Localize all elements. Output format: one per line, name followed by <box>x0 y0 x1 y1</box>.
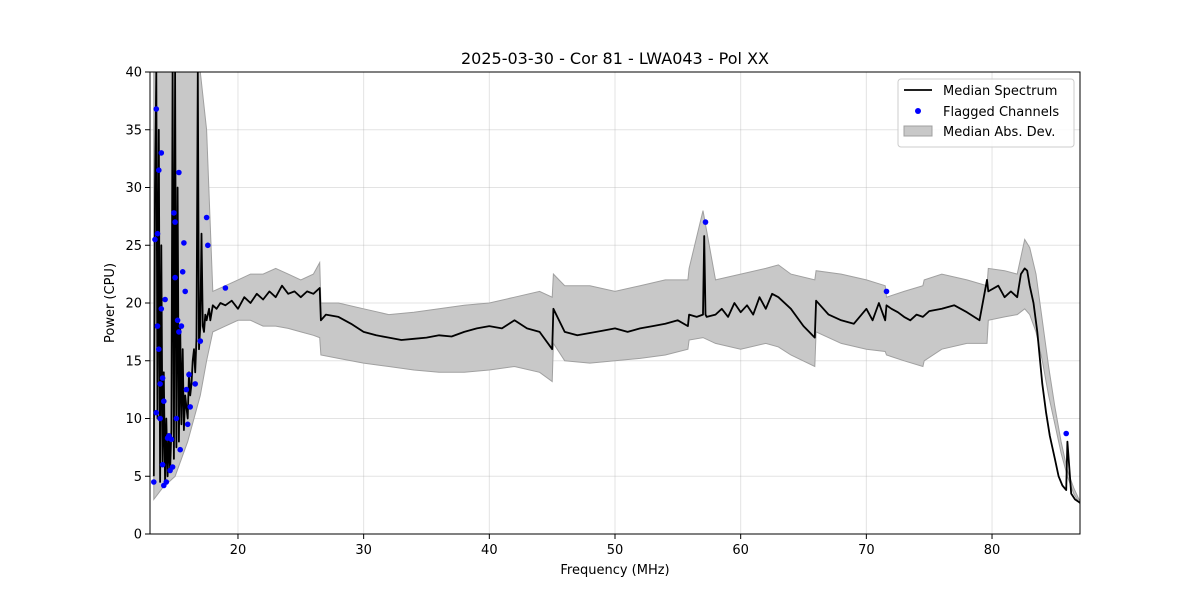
flagged-point <box>163 479 170 485</box>
legend-flagged-label: Flagged Channels <box>943 105 1059 120</box>
legend-band-label: Median Abs. Dev. <box>943 125 1055 140</box>
flagged-point <box>197 338 204 344</box>
flagged-point <box>169 464 176 470</box>
flagged-point <box>172 219 178 225</box>
flagged-point <box>153 409 160 416</box>
x-tick-label: 20 <box>230 543 247 558</box>
legend: Median Spectrum Flagged Channels Median … <box>897 78 1075 148</box>
flagged-point <box>172 274 178 281</box>
legend-band-swatch <box>903 125 933 137</box>
flagged-point <box>174 317 181 324</box>
flagged-point <box>171 210 177 216</box>
flagged-point <box>162 296 168 303</box>
y-tick-label: 40 <box>125 66 142 81</box>
flagged-point <box>176 329 182 335</box>
flagged-points <box>151 106 1069 489</box>
y-tick-label: 10 <box>125 412 142 427</box>
flagged-point <box>187 404 193 410</box>
flagged-point <box>152 236 158 243</box>
flagged-point <box>158 150 165 156</box>
chart-title: 2025-03-30 - Cor 81 - LWA043 - Pol XX <box>461 49 769 68</box>
flagged-point <box>183 386 190 393</box>
flagged-point <box>883 288 890 295</box>
flagged-point <box>178 323 185 329</box>
flagged-point <box>176 169 182 176</box>
flagged-point <box>702 219 709 225</box>
flagged-point <box>154 230 161 237</box>
y-tick-label: 20 <box>125 297 142 312</box>
flagged-point <box>156 167 162 173</box>
legend-box <box>897 78 1075 148</box>
flagged-point <box>203 214 210 221</box>
x-tick-label: 70 <box>858 543 875 558</box>
flagged-point <box>156 346 162 353</box>
y-tick-label: 15 <box>125 354 142 369</box>
x-axis: 20 30 40 50 60 70 80 <box>230 534 1001 558</box>
y-tick-label: 30 <box>125 181 142 196</box>
y-tick-label: 0 <box>134 528 142 543</box>
x-tick-label: 50 <box>607 543 624 558</box>
flagged-point <box>173 415 180 422</box>
flagged-point <box>153 106 160 112</box>
y-tick-label: 5 <box>134 470 142 485</box>
flagged-point <box>182 288 188 295</box>
flagged-point <box>1063 430 1069 437</box>
flagged-point <box>205 242 211 249</box>
flagged-point <box>157 415 163 422</box>
flagged-point <box>177 446 183 453</box>
flagged-point <box>181 240 187 246</box>
y-tick-label: 35 <box>125 123 142 138</box>
x-tick-label: 80 <box>984 543 1001 558</box>
y-axis-label: Power (CPU) <box>103 263 118 343</box>
flagged-point <box>157 381 163 387</box>
flagged-point <box>179 269 186 275</box>
x-tick-label: 30 <box>355 543 372 558</box>
x-tick-label: 40 <box>481 543 498 558</box>
flagged-point <box>192 381 198 387</box>
median-spectrum-line <box>152 72 1080 504</box>
legend-flagged-swatch <box>915 108 921 114</box>
x-axis-label: Frequency (MHz) <box>560 563 669 578</box>
flagged-point <box>154 323 161 329</box>
flagged-point <box>161 398 167 405</box>
flagged-point <box>184 421 191 428</box>
legend-median-label: Median Spectrum <box>943 84 1057 99</box>
flagged-point <box>151 479 157 485</box>
flagged-point <box>168 436 175 443</box>
flagged-point <box>158 306 165 312</box>
y-tick-label: 25 <box>125 239 142 254</box>
flagged-point <box>186 371 192 378</box>
mad-band <box>153 72 1080 505</box>
y-axis: 0 5 10 15 20 25 30 35 40 <box>125 66 150 543</box>
x-tick-label: 60 <box>732 543 749 558</box>
flagged-point <box>159 375 166 381</box>
flagged-point <box>159 461 166 468</box>
flagged-point <box>222 285 229 291</box>
